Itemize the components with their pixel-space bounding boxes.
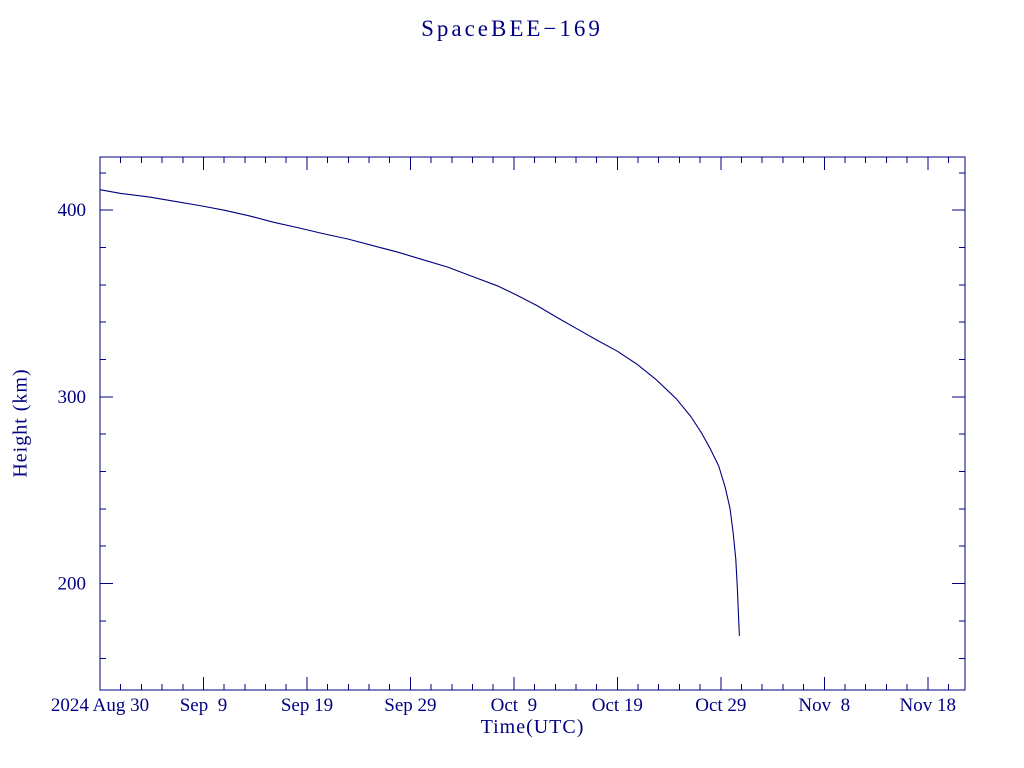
x-tick-label: Oct 29 <box>695 695 746 716</box>
x-axis-label: Time(UTC) <box>480 716 585 738</box>
chart-title: SpaceBEE−169 <box>421 16 603 41</box>
axes-frame <box>99 156 966 691</box>
axes <box>99 156 966 691</box>
x-tick-label: Sep 19 <box>281 695 333 716</box>
x-tick-label: Oct 19 <box>592 695 643 716</box>
x-tick-label: Sep 29 <box>384 695 436 716</box>
decay-curve <box>99 189 740 636</box>
x-tick-label: Nov 18 <box>900 695 956 716</box>
x-tick-label: Sep 9 <box>180 695 228 716</box>
tick-labels: 2024 Aug 30 Sep 9 Sep 19 Sep 29 Oct 9 Oct 19 O… <box>51 200 956 716</box>
x-tick-label: Nov 8 <box>798 695 850 716</box>
x-tick-label: 2024 Aug 30 <box>51 695 149 716</box>
y-tick-label: 300 <box>58 387 87 408</box>
x-tick-label: Oct 9 <box>491 695 537 716</box>
y-tick-label: 400 <box>58 200 87 221</box>
y-tick-label: 200 <box>58 574 87 595</box>
